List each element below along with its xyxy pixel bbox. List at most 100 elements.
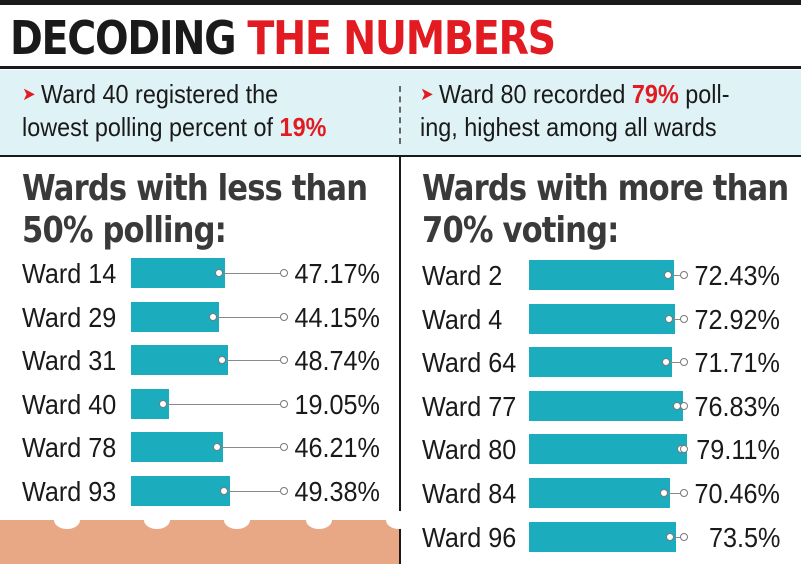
leader-dot (280, 399, 288, 408)
bar (529, 390, 683, 421)
leader-line (219, 273, 284, 274)
leader-dot (219, 487, 228, 495)
bar-row: Ward 64 71.71% (422, 341, 780, 385)
category-label: Ward 64 (422, 347, 517, 379)
fact-right: ➤ Ward 80 recorded 79% poll- ing, highest… (420, 78, 729, 144)
right-chart-title-line1: Wards with more than (422, 168, 789, 209)
facts-divider (399, 86, 401, 144)
leader-line (217, 447, 284, 449)
fact-right-line1-suffix: poll- (678, 79, 730, 109)
category-label: Ward 84 (422, 478, 517, 509)
bar-row: Ward 2 72.43% (422, 254, 780, 298)
bar (131, 476, 230, 506)
bar (131, 345, 229, 376)
category-label: Ward 14 (22, 258, 117, 289)
bar-row: Ward 31 48.74% (22, 339, 380, 383)
panel-rule (0, 155, 801, 157)
leader-dot (280, 443, 288, 452)
leader-dot (218, 356, 227, 365)
leader-dot (659, 489, 668, 497)
headline-part2: THE NUMBERS (247, 11, 556, 65)
leader-dot (680, 445, 688, 454)
bar (529, 347, 673, 378)
top-rule (0, 0, 801, 5)
bar-row: Ward 96 73.5% (422, 516, 780, 560)
leader-dot (680, 314, 688, 323)
category-label: Ward 96 (422, 521, 517, 553)
value-label: 70.46% (694, 478, 780, 509)
bar-row: Ward 84 70.46% (422, 472, 780, 516)
bar-row: Ward 40 19.05% (22, 383, 380, 427)
right-chart-title-line2: 70% voting: (422, 210, 619, 251)
scallop (54, 511, 80, 529)
bar (529, 260, 674, 290)
value-label: 48.74% (294, 345, 380, 377)
fact-right-line1-prefix: Ward 80 recorded (438, 79, 632, 109)
bar-row: Ward 29 44.15% (22, 296, 380, 340)
category-label: Ward 80 (422, 434, 517, 466)
leader-dot (680, 271, 688, 279)
category-label: Ward 2 (422, 260, 503, 291)
value-label: 49.38% (294, 476, 380, 507)
bar (529, 303, 675, 334)
left-chart-title: Wards with less than 50% polling: (22, 168, 368, 252)
bar (131, 432, 224, 463)
leader-line (222, 360, 284, 362)
leader-dot (663, 271, 672, 279)
right-chart-title: Wards with more than 70% voting: (422, 168, 789, 252)
leader-line (223, 491, 284, 492)
leader-dot (664, 314, 673, 323)
leader-line (663, 493, 684, 494)
value-label: 73.5% (708, 521, 780, 553)
scallop (144, 511, 170, 529)
category-label: Ward 31 (22, 345, 117, 377)
fact-left-highlight: 19% (279, 112, 327, 142)
leader-dot (666, 532, 674, 541)
leader-dot (213, 443, 222, 452)
value-label: 44.15% (294, 301, 380, 333)
value-label: 46.21% (294, 432, 380, 464)
fact-left: ➤ Ward 40 registered the lowest polling p… (22, 78, 326, 144)
bar-row: Ward 78 46.21% (22, 426, 380, 470)
bar (529, 434, 688, 465)
value-label: 79.11% (696, 434, 780, 466)
leader-dot (280, 312, 288, 321)
category-label: Ward 93 (22, 476, 117, 507)
leader-line (670, 536, 684, 538)
category-label: Ward 4 (422, 303, 503, 335)
leader-line (667, 275, 684, 276)
leader-dot (280, 269, 288, 277)
category-label: Ward 29 (22, 301, 117, 333)
leader-dot (280, 356, 288, 365)
panel-divider (399, 157, 401, 564)
headline-rule (0, 66, 801, 69)
leader-dot (280, 487, 288, 495)
arrow-icon: ➤ (22, 84, 36, 104)
bar (529, 478, 670, 508)
scalloped-decoration (0, 511, 412, 564)
value-label: 47.17% (294, 258, 380, 289)
category-label: Ward 77 (422, 390, 517, 422)
left-chart-title-line1: Wards with less than (22, 168, 368, 209)
fact-left-line1: Ward 40 registered the (40, 79, 279, 109)
category-label: Ward 78 (22, 432, 117, 464)
arrow-icon: ➤ (420, 84, 434, 104)
headline: DECODING THE NUMBERS (10, 11, 556, 65)
leader-line (163, 403, 284, 405)
leader-dot (215, 269, 224, 277)
bar-row: Ward 77 76.83% (422, 385, 780, 429)
scallop (224, 511, 250, 529)
fact-right-highlight: 79% (631, 79, 679, 109)
bar (131, 258, 226, 288)
headline-part1: DECODING (10, 11, 237, 65)
leader-line (213, 316, 284, 318)
leader-line (666, 362, 684, 364)
scallop (386, 511, 412, 529)
left-chart-title-line2: 50% polling: (22, 210, 227, 251)
bar (529, 521, 676, 552)
value-label: 19.05% (294, 388, 380, 420)
bar (131, 301, 220, 332)
bar-row: Ward 93 49.38% (22, 470, 380, 514)
bar-row: Ward 4 72.92% (422, 298, 780, 342)
bar-row: Ward 80 79.11% (422, 428, 780, 472)
